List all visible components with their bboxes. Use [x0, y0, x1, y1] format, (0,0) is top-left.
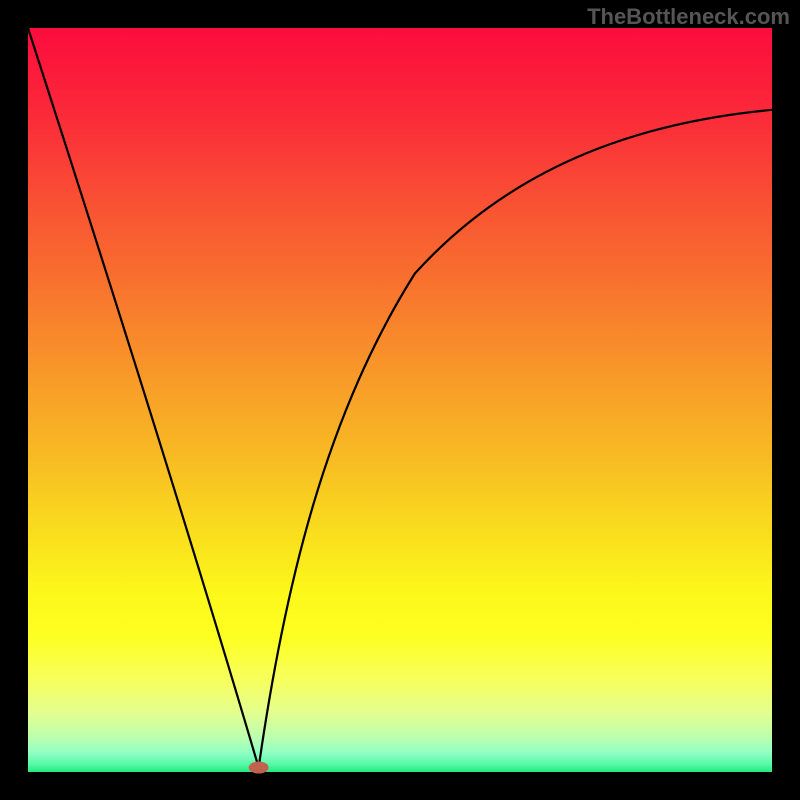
bottleneck-chart [0, 0, 800, 800]
chart-container: TheBottleneck.com [0, 0, 800, 800]
minimum-marker [249, 762, 269, 774]
gradient-background [28, 28, 772, 772]
watermark-text: TheBottleneck.com [587, 4, 790, 30]
